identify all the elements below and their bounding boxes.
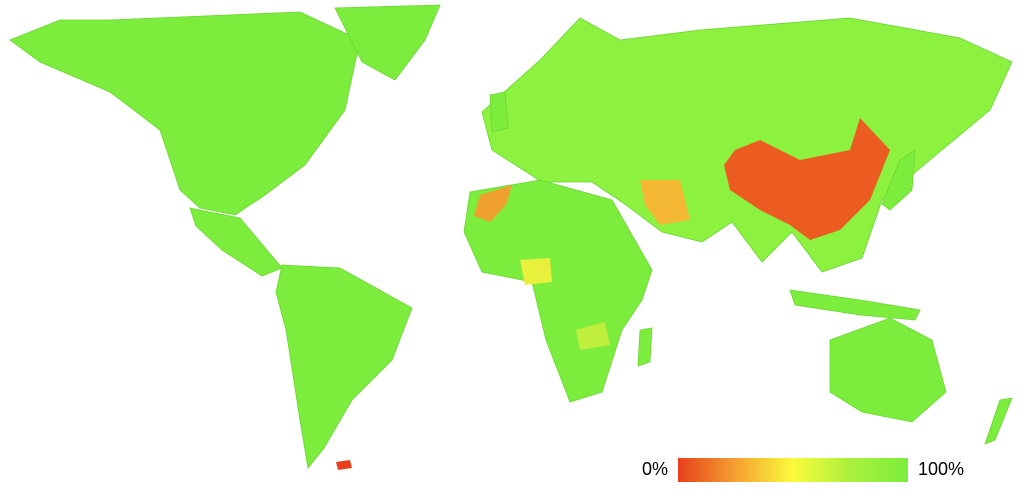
legend-label: 100% <box>918 459 964 479</box>
morocco <box>474 185 512 222</box>
legend-gradient <box>678 458 908 482</box>
australia <box>829 317 947 423</box>
new-zealand <box>984 397 1013 445</box>
greenland <box>334 4 441 81</box>
falklands <box>336 460 352 470</box>
china <box>724 118 890 240</box>
iran <box>640 180 690 225</box>
south-america <box>275 264 413 469</box>
central-america <box>189 207 283 277</box>
madagascar <box>637 327 653 367</box>
africa <box>463 179 653 403</box>
uk <box>489 91 509 133</box>
zambia <box>576 322 610 350</box>
japan <box>881 149 916 211</box>
land <box>9 4 1013 469</box>
highlighted-countries <box>336 118 890 470</box>
eurasia <box>481 17 1013 273</box>
legend-label: 0% <box>642 459 668 479</box>
north-america <box>9 11 361 216</box>
indonesia <box>789 289 921 321</box>
nigeria <box>520 258 552 285</box>
